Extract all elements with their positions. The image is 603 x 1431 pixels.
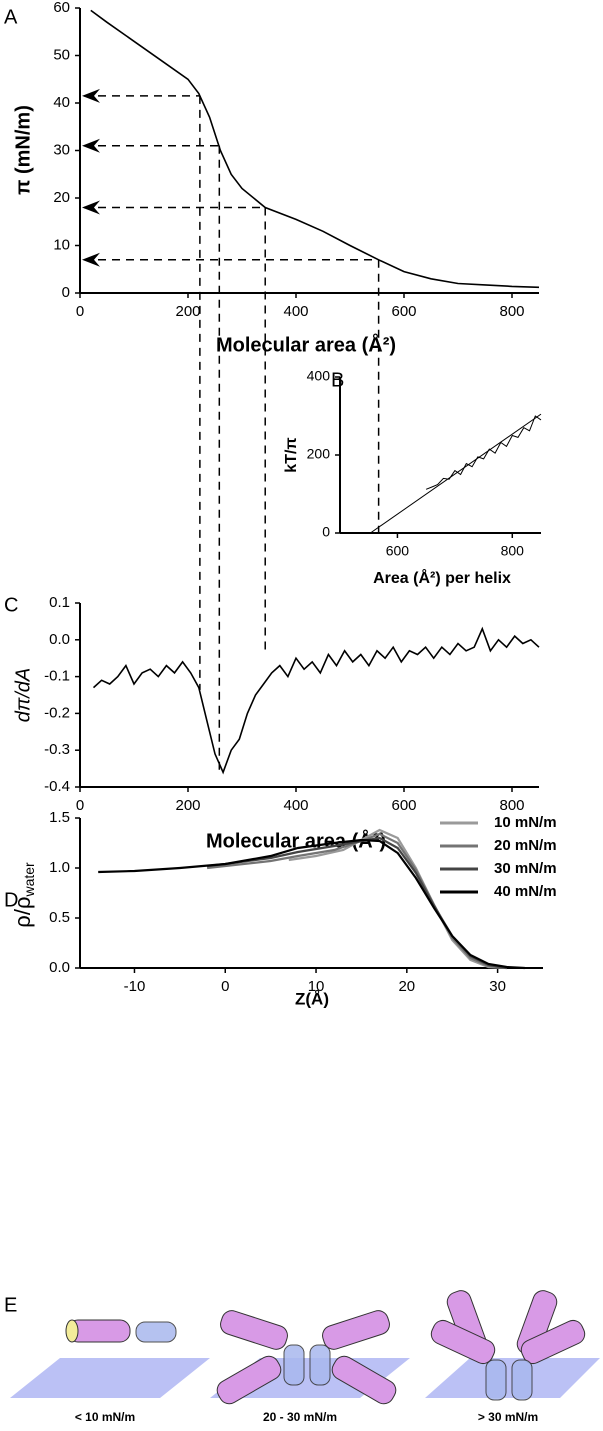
x-tick-label: 200: [175, 797, 200, 814]
y-tick-label: 0.0: [49, 631, 70, 648]
helix: [216, 1355, 282, 1405]
panel-letter: C: [4, 594, 18, 616]
helix: [283, 1344, 305, 1386]
line-series: [288, 828, 507, 970]
y-tick-label: 0.1: [49, 594, 70, 611]
guide-arrow: [82, 88, 100, 103]
condition-label: > 30 mN/m: [478, 1410, 538, 1424]
helix: [220, 1310, 288, 1350]
legend-label: 10 mN/m: [494, 814, 557, 831]
panel-letter: A: [4, 6, 18, 28]
y-tick-label: 0: [62, 284, 70, 301]
y-tick-label: 200: [307, 446, 331, 462]
condition-label: 20 - 30 mN/m: [263, 1410, 337, 1424]
helix: [309, 1344, 331, 1386]
line-series: [92, 626, 540, 775]
line-series: [370, 413, 542, 534]
panel-letter: B: [331, 369, 344, 391]
y-axis-label: dπ/dA: [12, 668, 34, 723]
legend-label: 20 mN/m: [494, 837, 557, 854]
x-tick-label: 20: [398, 978, 415, 995]
line-series: [425, 415, 542, 490]
helix: [322, 1310, 390, 1350]
x-axis-label: Molecular area (Å²): [216, 332, 396, 356]
helix: [485, 1359, 507, 1401]
y-tick-label: 1.0: [49, 859, 70, 876]
guide-arrow: [82, 138, 100, 153]
y-tick-label: 400: [307, 368, 331, 384]
panel-letter: E: [4, 1294, 17, 1316]
y-tick-label: -0.3: [44, 741, 70, 758]
x-tick-label: 30: [489, 978, 506, 995]
line-series: [98, 838, 525, 970]
helix-cap: [65, 1319, 79, 1343]
line-series: [90, 9, 540, 289]
x-axis-label: Area (Å²) per helix: [373, 568, 511, 587]
y-tick-label: 30: [53, 141, 70, 158]
legend-label: 40 mN/m: [494, 883, 557, 900]
x-tick-label: 800: [499, 303, 524, 320]
y-tick-label: 40: [53, 94, 70, 111]
x-tick-label: 0: [221, 978, 229, 995]
y-axis-label: kT/π: [283, 437, 300, 472]
helix: [135, 1321, 177, 1343]
y-tick-label: 0.0: [49, 959, 70, 976]
line-series: [206, 832, 507, 970]
y-tick-label: 50: [53, 46, 70, 63]
x-tick-label: -10: [124, 978, 146, 995]
y-axis-label-sub: water: [21, 862, 37, 898]
x-tick-label: 10: [308, 978, 325, 995]
x-tick-label: 600: [391, 303, 416, 320]
x-tick-label: 400: [283, 303, 308, 320]
x-tick-label: 800: [501, 543, 525, 559]
y-axis-label: π (mN/m): [12, 105, 34, 195]
x-tick-label: 200: [175, 303, 200, 320]
schematic: [10, 1290, 600, 1405]
helix: [331, 1355, 397, 1405]
y-tick-label: 0.5: [49, 909, 70, 926]
y-tick-label: 60: [53, 0, 70, 16]
legend-label: 30 mN/m: [494, 860, 557, 877]
panel-letter: D: [4, 889, 18, 911]
y-tick-label: 1.5: [49, 809, 70, 826]
condition-label: < 10 mN/m: [75, 1410, 135, 1424]
x-tick-label: 600: [391, 797, 416, 814]
x-tick-label: 800: [499, 797, 524, 814]
y-axis-label-main: ρ/ρ: [10, 897, 35, 928]
x-axis-label: Z(Å): [295, 989, 329, 1008]
y-tick-label: -0.2: [44, 704, 70, 721]
y-tick-label: 20: [53, 189, 70, 206]
x-tick-label: 0: [76, 303, 84, 320]
y-tick-label: 10: [53, 236, 70, 253]
y-tick-label: -0.4: [44, 778, 70, 795]
helix: [430, 1319, 496, 1365]
y-tick-label: 0: [322, 524, 330, 540]
x-tick-label: 400: [283, 797, 308, 814]
y-axis-label: ρ/ρwater: [10, 862, 37, 928]
guide-arrow: [82, 200, 100, 215]
helix: [520, 1319, 586, 1365]
x-tick-label: 600: [386, 543, 410, 559]
helix: [511, 1359, 533, 1401]
membrane: [10, 1358, 210, 1398]
y-tick-label: -0.1: [44, 668, 70, 685]
guide-arrow: [82, 252, 100, 267]
x-tick-label: 0: [76, 797, 84, 814]
